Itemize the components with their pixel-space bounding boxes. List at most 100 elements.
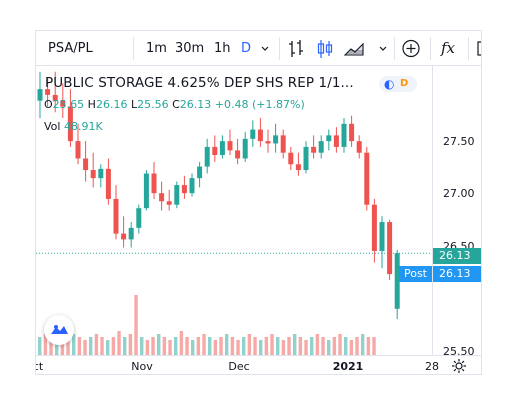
volume-bar (72, 334, 76, 355)
volume-bar (372, 337, 376, 355)
ohlc-legend: O25.65 H26.16 L25.56 C26.13 +0.48 (+1.87… (44, 98, 305, 111)
volume-bar (298, 337, 303, 355)
volume-bar (236, 340, 240, 355)
candle (159, 181, 165, 211)
volume-bar (219, 337, 223, 355)
close-label: C (172, 98, 180, 111)
interval-1m-button[interactable]: 1m (146, 41, 167, 56)
fullscreen-icon[interactable] (476, 31, 481, 66)
volume-bar (253, 337, 257, 355)
interval-d-button[interactable]: D (241, 41, 252, 56)
volume-bar (315, 334, 320, 355)
candle (242, 131, 248, 162)
volume-bar (259, 340, 263, 355)
volume-bar (230, 337, 235, 355)
toolbar-divider (468, 37, 469, 60)
volume-bar (128, 334, 133, 355)
candle (136, 204, 142, 234)
candle (379, 216, 385, 269)
volume-bar (157, 334, 161, 355)
price-axis[interactable]: 27.50 27.00 26.50 25.50 (432, 66, 481, 358)
candle (189, 173, 195, 197)
volume-bar (264, 337, 269, 355)
volume-bar (174, 337, 178, 355)
volume-bar (366, 337, 371, 355)
volume-bar (281, 340, 286, 355)
last-price-label: 26.13 (433, 248, 481, 264)
candle (113, 185, 119, 240)
volume-bar (344, 337, 348, 355)
candle (52, 71, 58, 113)
candle (295, 152, 301, 176)
candle (394, 249, 400, 320)
post-market-price: 26.13 (433, 266, 481, 282)
time-tick: 2021 (332, 360, 364, 373)
time-tick: Nov (131, 360, 153, 373)
candle (303, 141, 309, 174)
candle (257, 118, 263, 147)
area-chart-type-icon[interactable] (343, 31, 367, 66)
add-compare-plus-icon[interactable] (400, 31, 422, 66)
volume-bar (196, 337, 201, 355)
candle (288, 146, 294, 171)
volume-bar (208, 337, 212, 355)
volume-bar (111, 337, 116, 355)
volume-bar (185, 337, 189, 355)
price-chart-pane[interactable] (36, 66, 432, 355)
candle (83, 141, 89, 182)
candle (371, 198, 377, 263)
time-axis[interactable]: ct Nov Dec 2021 28 (36, 355, 481, 374)
candle (265, 129, 271, 153)
price-tick: 27.00 (443, 187, 475, 200)
indicators-fx-icon[interactable]: fx (441, 39, 456, 57)
candle (204, 138, 210, 174)
candle (90, 152, 96, 188)
candle (143, 170, 149, 211)
tradingview-logo-button[interactable] (44, 315, 74, 345)
candle (333, 127, 339, 153)
high-value: 26.16 (95, 98, 128, 111)
candle (341, 118, 347, 153)
candle (37, 71, 43, 119)
toolbar-divider (430, 37, 431, 60)
volume-bar (89, 337, 93, 355)
candle (250, 120, 256, 147)
bar-chart-type-icon[interactable] (286, 31, 306, 66)
post-market-label: Post (399, 266, 432, 282)
candle (318, 135, 324, 159)
volume-bar (179, 331, 184, 355)
candles-chart-type-icon[interactable] (315, 31, 335, 66)
volume-bar (77, 337, 82, 355)
candle (364, 146, 370, 211)
volume-bar (66, 337, 70, 355)
candle (151, 161, 157, 199)
volume-bar (242, 337, 246, 355)
contrast-icon: ◐ (384, 77, 395, 91)
chart-settings-gear-icon[interactable] (450, 357, 468, 374)
volume-bar (38, 337, 42, 355)
interval-30m-button[interactable]: 30m (175, 41, 205, 56)
candle (181, 175, 187, 199)
candle (67, 89, 73, 147)
volume-bar (191, 340, 195, 355)
interval-1h-button[interactable]: 1h (214, 41, 231, 56)
candle (235, 138, 241, 165)
volume-bar (43, 334, 48, 355)
candle (98, 164, 104, 188)
volume-bar (145, 340, 150, 355)
time-tick: Dec (228, 360, 250, 373)
volume-bar (247, 334, 252, 355)
candle (121, 216, 127, 248)
candle (60, 83, 66, 119)
change-value: +0.48 (+1.87%) (214, 98, 305, 111)
candle (273, 123, 279, 153)
volume-bar (327, 340, 331, 355)
volume-bar (100, 337, 104, 355)
volume-bar (293, 334, 297, 355)
toolbar-divider (133, 37, 134, 60)
chart-type-dropdown-chevron-icon[interactable] (376, 31, 390, 66)
symbol-search-button[interactable]: PSA/PL (48, 41, 93, 56)
interval-dropdown-chevron-icon[interactable] (258, 31, 272, 66)
volume-bar (162, 337, 167, 355)
delayed-badge: D (400, 78, 409, 89)
